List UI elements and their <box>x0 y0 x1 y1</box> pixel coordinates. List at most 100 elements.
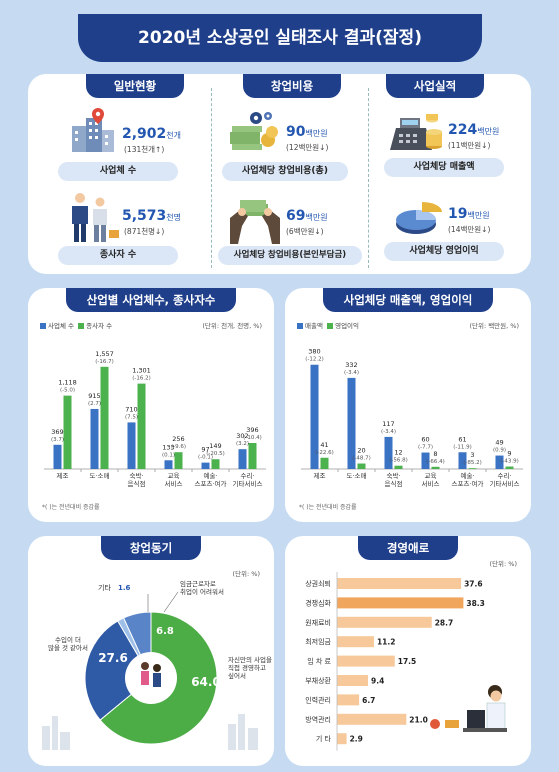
industry-unit: (단위: 천개, 천명, %) <box>202 322 262 330</box>
bar-value-label: 61 <box>458 435 466 443</box>
industry-chart: 369(3.7) 1,118(-5.0) 제조 915(2.7) 1,557(-16.7… <box>44 350 266 488</box>
skyline-building <box>248 728 258 750</box>
bar-change-label: (-66.4) <box>426 459 445 465</box>
motive-unit: (단위: %) <box>232 570 260 578</box>
bar-a <box>384 436 393 469</box>
slice-value-label: 27.6 <box>98 651 128 665</box>
person-icon <box>141 662 149 670</box>
bar <box>337 694 360 706</box>
legend-profit: 영업이익 <box>335 322 360 330</box>
bar-value-label: 396 <box>246 426 258 434</box>
bar-value-label: 41 <box>320 441 328 449</box>
bar-value-label: 6.7 <box>362 696 375 705</box>
cash-register-icon <box>390 114 442 150</box>
bar-value-label: 332 <box>345 361 357 369</box>
slice-value-label: 6.8 <box>156 626 174 637</box>
bar-value-label: 302 <box>236 432 248 440</box>
profit-label: 사업체당 영업이익 <box>384 242 504 261</box>
leader-line <box>163 591 179 613</box>
person-icon <box>153 664 161 672</box>
industry-legend: 사업체 수 종사자 수 <box>40 320 112 330</box>
overview-panel: 일반현황 창업비용 사업실적 2,902천개 (131천개↑) 사업체 수 5,… <box>28 74 531 274</box>
workers-value: 5,573천명 <box>122 208 181 224</box>
startup-total-change: (12백만원↓) <box>286 143 329 152</box>
page-title: 2020년 소상공인 실태조사 결과(잠정) <box>78 14 482 62</box>
profit-change: (14백만원↓) <box>448 225 491 234</box>
sales-label: 사업체당 매출액 <box>384 158 504 177</box>
category-tick-label: 예술· 스포츠·여가 <box>195 471 227 488</box>
tab-motive: 창업동기 <box>101 536 201 560</box>
sales-number: 224 <box>448 122 478 138</box>
bar-change-label: (-10.4) <box>243 435 262 441</box>
category-tick-label: 부채상환 <box>305 676 331 685</box>
difficulty-chart: 상권쇠퇴 37.6 경쟁심화 38.3 원재료비 28.7 최저임금 11.2 임 차 료 17.… <box>305 572 507 751</box>
legend-workers: 종사자 수 <box>86 322 113 330</box>
bar-b <box>137 383 146 469</box>
money-bag-icon <box>430 719 440 729</box>
desk-icon <box>463 728 507 732</box>
sales-legend: 매출액 영업이익 <box>297 320 359 330</box>
bar <box>337 713 407 725</box>
bar-a <box>238 449 247 469</box>
person-icon <box>141 671 149 685</box>
person-icon <box>153 673 161 687</box>
sales-chart: 380(-12.2)41(-22.6)제조332(-3.4)20(-48.7)도… <box>301 348 523 488</box>
bar <box>337 733 347 745</box>
category-tick-label: 원재료비 <box>305 618 331 627</box>
pie-center <box>125 652 177 704</box>
bar-change-label: (7.5) <box>125 414 138 420</box>
businesses-unit: 천개 <box>166 131 182 140</box>
hands-money-icon <box>230 200 280 244</box>
bar-change-label: (-16.7) <box>95 359 114 365</box>
bar-value-label: 20 <box>357 447 365 455</box>
tab-performance: 사업실적 <box>386 74 484 98</box>
bar <box>337 597 464 609</box>
bar-value-label: 11.2 <box>377 638 396 647</box>
bar-change-label: (3.7) <box>51 437 64 443</box>
category-tick-label: 도·소매 <box>89 472 109 480</box>
bar-value-label: 149 <box>209 442 221 450</box>
bar-value-label: 1,557 <box>95 350 114 358</box>
bar-change-label: (-48.7) <box>352 456 371 462</box>
bar-b <box>431 466 440 469</box>
workers-icon <box>72 193 119 242</box>
skyline-building <box>42 726 50 750</box>
bar-change-label: (-12.2) <box>305 357 324 363</box>
bar-value-label: 117 <box>382 420 394 428</box>
bar-value-label: 369 <box>51 428 63 436</box>
bar-value-label: 38.3 <box>466 599 485 608</box>
bar-change-label: (-5.0) <box>60 388 75 394</box>
bar-value-label: 1,118 <box>58 379 77 387</box>
category-tick-label: 경쟁심화 <box>305 598 331 607</box>
tab-sales: 사업체당 매출액, 영업이익 <box>323 288 493 312</box>
bar-change-label: (3.2) <box>236 441 249 447</box>
slice-label: 임금근로자로 취업이 어려워서 <box>180 579 224 596</box>
bar-change-label: (-0.1) <box>198 455 213 461</box>
category-tick-label: 방역관리 <box>305 715 331 724</box>
bar-change-label: (-16.2) <box>132 376 151 382</box>
tab-general: 일반현황 <box>86 74 184 98</box>
startup-own-value: 69백만원 <box>286 208 328 224</box>
workers-unit: 천명 <box>166 213 182 222</box>
workers-change: (871천명↓) <box>124 227 165 236</box>
industry-note: *( )는 전년대비 증감률 <box>42 504 100 511</box>
bar-value-label: 12 <box>394 449 402 457</box>
bar-b <box>505 466 514 469</box>
divider <box>368 88 369 268</box>
bar-a <box>495 455 504 469</box>
bar-value-label: 380 <box>308 348 320 356</box>
startup-total-label: 사업체당 창업비용(총) <box>222 162 348 181</box>
bar-change-label: (-22.6) <box>315 450 334 456</box>
startup-total-number: 90 <box>286 124 306 140</box>
category-tick-label: 제조 <box>57 472 69 480</box>
category-tick-label: 교육 서비스 <box>422 472 440 488</box>
bar-value-label: 9.4 <box>371 677 384 686</box>
bar-a <box>53 444 62 469</box>
bar-b <box>100 366 109 469</box>
sales-note: *( )는 전년대비 증감률 <box>299 504 357 511</box>
skyline-building <box>60 732 70 750</box>
slice-value-label: 1.6 <box>118 584 131 592</box>
bar <box>337 655 395 667</box>
bar-b <box>211 459 220 469</box>
profit-unit: 백만원 <box>467 211 490 220</box>
